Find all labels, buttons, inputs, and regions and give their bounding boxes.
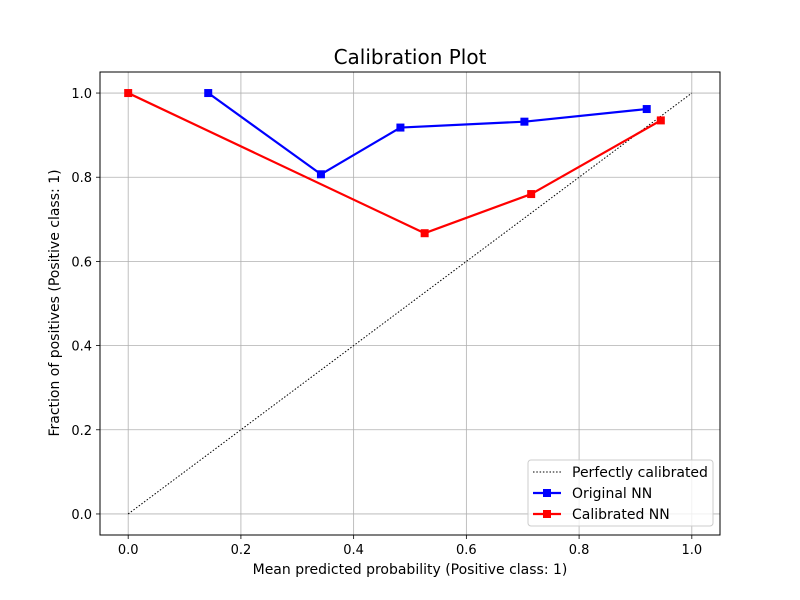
x-tick-label: 0.4	[343, 543, 364, 558]
legend-perfectly-calibrated-label: Perfectly calibrated	[572, 465, 708, 481]
y-axis-ticks: 0.0 0.2 0.4 0.6 0.8 1.0	[71, 87, 100, 523]
calibrated-nn-marker	[124, 89, 133, 98]
calibrated-nn-line	[126, 91, 663, 235]
x-tick-label: 0.8	[569, 543, 590, 558]
original-nn-marker	[520, 117, 529, 126]
legend: Perfectly calibrated Original NN Calibrate…	[527, 459, 714, 527]
plot-series	[124, 89, 693, 515]
legend-calibrated-nn-label: Calibrated NN	[572, 507, 670, 523]
original-nn-marker	[316, 170, 325, 179]
x-axis-ticks: 0.0 0.2 0.4 0.6 0.8 1.0	[118, 535, 702, 558]
grid	[100, 72, 720, 535]
legend-box	[527, 459, 714, 527]
legend-items: Perfectly calibrated Original NN Calibrate…	[533, 465, 708, 523]
plot-frame	[99, 71, 721, 536]
calibrated-nn-marker	[527, 190, 536, 199]
calibrated-nn-marker	[420, 229, 429, 238]
y-axis-label: Fraction of positives (Positive class: 1…	[47, 169, 63, 436]
y-tick-label: 0.4	[71, 340, 92, 355]
y-tick-label: 0.0	[71, 508, 92, 523]
chart-title: Calibration Plot	[334, 45, 487, 69]
x-tick-label: 0.0	[118, 543, 139, 558]
original-nn-marker	[642, 105, 651, 114]
calibrated-nn-marker	[656, 116, 665, 125]
legend-calibrated-nn-marker	[543, 510, 551, 518]
x-axis-label: Mean predicted probability (Positive cla…	[253, 562, 568, 578]
original-nn-marker	[396, 123, 405, 132]
x-tick-label: 0.2	[231, 543, 252, 558]
y-tick-label: 0.2	[71, 424, 92, 439]
y-tick-label: 1.0	[71, 87, 92, 102]
legend-original-nn-label: Original NN	[572, 486, 652, 502]
original-nn-marker	[204, 89, 213, 98]
y-tick-label: 0.6	[71, 255, 92, 270]
legend-original-nn-marker	[543, 489, 551, 497]
x-tick-label: 1.0	[681, 543, 702, 558]
x-tick-label: 0.6	[456, 543, 477, 558]
y-tick-label: 0.8	[71, 171, 92, 186]
